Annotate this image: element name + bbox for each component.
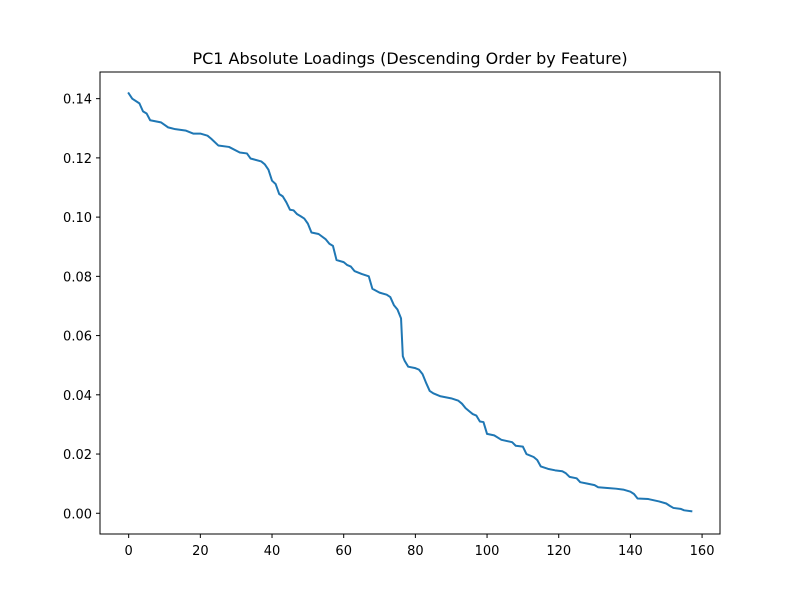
x-tick-label: 20 xyxy=(192,544,209,559)
x-tick-label: 160 xyxy=(690,544,715,559)
x-tick-label: 100 xyxy=(475,544,500,559)
plot-area xyxy=(100,72,720,534)
chart-title: PC1 Absolute Loadings (Descending Order … xyxy=(192,49,627,68)
y-tick-label: 0.10 xyxy=(63,211,92,226)
y-tick-label: 0.02 xyxy=(63,448,92,463)
y-tick-label: 0.14 xyxy=(63,93,92,108)
y-tick-label: 0.12 xyxy=(63,152,92,167)
x-tick-label: 60 xyxy=(335,544,352,559)
x-tick-label: 120 xyxy=(546,544,571,559)
y-tick-label: 0.06 xyxy=(63,330,92,345)
x-tick-label: 40 xyxy=(264,544,281,559)
x-tick-label: 0 xyxy=(125,544,133,559)
axis-ticks: 0 20 40 60 80 100 120 140 160 0.00 0.02 0.04 0.06 0.0… xyxy=(63,93,714,559)
y-tick-label: 0.04 xyxy=(63,389,92,404)
x-tick-label: 140 xyxy=(618,544,643,559)
y-tick-label: 0.00 xyxy=(63,507,92,522)
plot-frame xyxy=(99,71,721,535)
y-tick-label: 0.08 xyxy=(63,270,92,285)
series-layer xyxy=(127,91,693,513)
series-line-0 xyxy=(127,91,693,513)
x-tick-label: 80 xyxy=(407,544,424,559)
